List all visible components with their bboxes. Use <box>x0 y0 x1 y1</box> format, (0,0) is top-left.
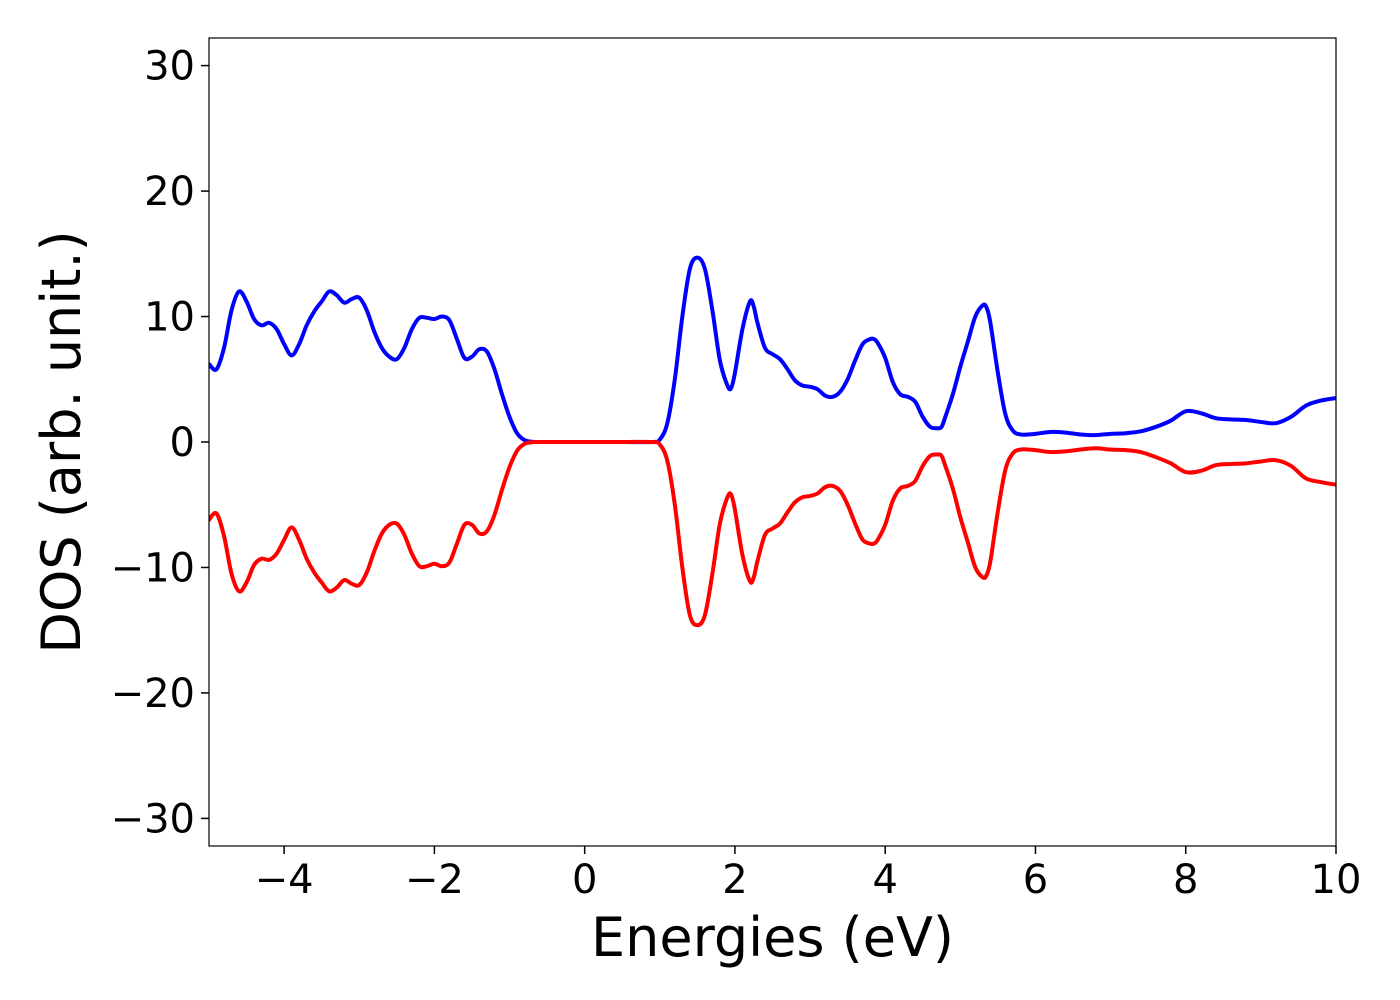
x-tick-label: −4 <box>255 857 314 903</box>
y-axis-title: DOS (arb. unit.) <box>30 230 93 653</box>
dos-line-red <box>209 439 1336 628</box>
y-tick-label: 30 <box>144 44 195 90</box>
dos-line-blue <box>209 255 1336 445</box>
y-tick-label: −30 <box>111 796 195 842</box>
y-tick-label: 10 <box>144 295 195 341</box>
x-tick-label: 2 <box>722 857 747 903</box>
x-tick-label: 8 <box>1173 857 1198 903</box>
y-tick-label: −10 <box>111 545 195 591</box>
x-tick-label: 10 <box>1311 857 1362 903</box>
y-tick-label: 0 <box>170 420 195 466</box>
y-axis: −30 −20 −10 0 10 20 30 <box>111 44 209 842</box>
x-axis-title: Energies (eV) <box>591 906 954 969</box>
series-layer <box>209 255 1336 628</box>
x-tick-label: 4 <box>872 857 897 903</box>
x-tick-label: 6 <box>1023 857 1048 903</box>
y-tick-label: −20 <box>111 671 195 717</box>
x-tick-label: −2 <box>405 857 464 903</box>
y-tick-label: 20 <box>144 169 195 215</box>
x-axis: −4 −2 0 2 4 6 8 10 <box>255 846 1362 903</box>
x-tick-label: 0 <box>572 857 597 903</box>
